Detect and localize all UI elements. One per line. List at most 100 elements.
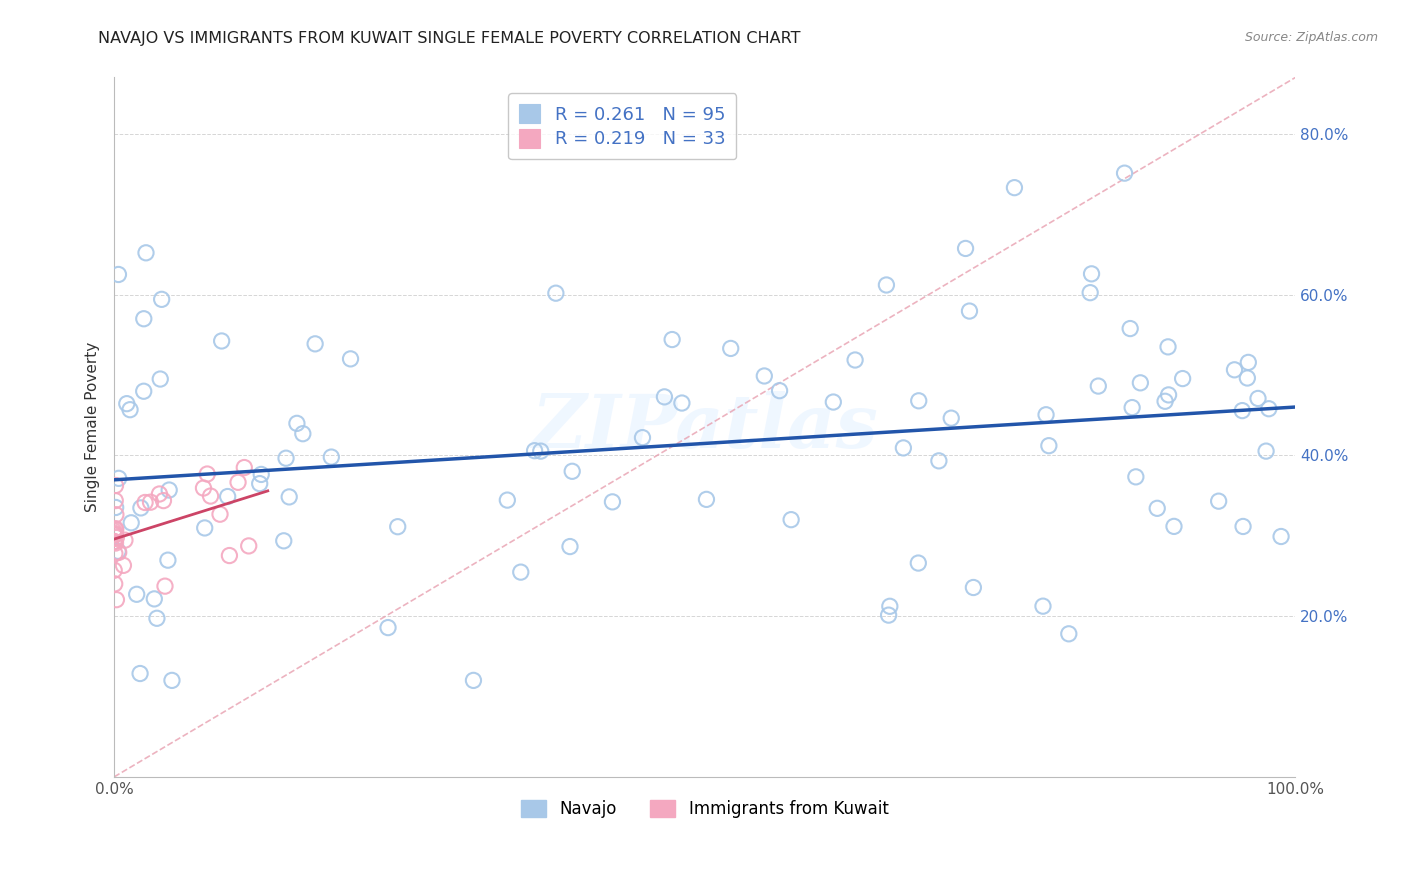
Point [103, 526, 125, 541]
Point [249, 476, 271, 491]
Text: NAVAJO VS IMMIGRANTS FROM KUWAIT SINGLE FEMALE POVERTY CORRELATION CHART: NAVAJO VS IMMIGRANTS FROM KUWAIT SINGLE … [98, 31, 801, 46]
Point [103, 563, 125, 577]
Point [107, 268, 129, 282]
Point [291, 426, 314, 441]
Point [1232, 519, 1254, 533]
Point [139, 495, 162, 509]
Point [238, 539, 260, 553]
Point [844, 353, 866, 368]
Point [107, 545, 129, 559]
Point [768, 384, 790, 398]
Point [129, 666, 152, 681]
Point [274, 451, 297, 466]
Point [1236, 371, 1258, 385]
Point [103, 524, 125, 538]
Point [194, 521, 217, 535]
Point [661, 333, 683, 347]
Point [104, 500, 127, 515]
Point [1078, 285, 1101, 300]
Point [1087, 379, 1109, 393]
Point [1038, 439, 1060, 453]
Point [1032, 599, 1054, 614]
Text: Source: ZipAtlas.com: Source: ZipAtlas.com [1244, 31, 1378, 45]
Point [962, 581, 984, 595]
Point [754, 368, 776, 383]
Point [523, 443, 546, 458]
Point [103, 528, 125, 542]
Point [1208, 494, 1230, 508]
Point [107, 544, 129, 558]
Point [211, 334, 233, 348]
Point [132, 311, 155, 326]
Point [509, 565, 531, 579]
Point [955, 242, 977, 256]
Point [107, 471, 129, 485]
Point [671, 396, 693, 410]
Point [104, 536, 127, 550]
Point [104, 508, 127, 522]
Point [1163, 519, 1185, 533]
Point [152, 493, 174, 508]
Point [1247, 392, 1270, 406]
Point [387, 519, 409, 533]
Point [195, 467, 218, 481]
Point [530, 444, 553, 458]
Point [654, 390, 676, 404]
Point [1129, 376, 1152, 390]
Point [780, 513, 803, 527]
Point [928, 454, 950, 468]
Point [304, 336, 326, 351]
Point [631, 431, 654, 445]
Point [544, 286, 567, 301]
Point [104, 523, 127, 537]
Point [558, 540, 581, 554]
Point [339, 351, 361, 366]
Point [104, 577, 127, 591]
Point [160, 673, 183, 688]
Point [135, 245, 157, 260]
Point [129, 500, 152, 515]
Point [907, 556, 929, 570]
Point [150, 293, 173, 307]
Point [103, 534, 125, 549]
Point [1254, 444, 1277, 458]
Point [233, 460, 256, 475]
Point [193, 481, 215, 495]
Point [1157, 340, 1180, 354]
Point [104, 522, 127, 536]
Point [1223, 363, 1246, 377]
Point [208, 507, 231, 521]
Text: ZIPatlas: ZIPatlas [531, 391, 879, 464]
Point [250, 467, 273, 482]
Point [217, 490, 239, 504]
Point [1004, 180, 1026, 194]
Legend: Navajo, Immigrants from Kuwait: Navajo, Immigrants from Kuwait [515, 793, 896, 824]
Point [1121, 401, 1143, 415]
Point [907, 393, 929, 408]
Point [1157, 388, 1180, 402]
Point [200, 489, 222, 503]
Point [377, 621, 399, 635]
Point [823, 395, 845, 409]
Point [879, 599, 901, 614]
Point [695, 492, 717, 507]
Point [1114, 166, 1136, 180]
Point [105, 531, 128, 545]
Point [143, 591, 166, 606]
Point [105, 592, 128, 607]
Point [278, 490, 301, 504]
Point [146, 611, 169, 625]
Point [1270, 529, 1292, 543]
Point [1232, 403, 1254, 417]
Point [273, 533, 295, 548]
Point [112, 558, 135, 573]
Point [153, 579, 176, 593]
Point [1035, 408, 1057, 422]
Point [1154, 394, 1177, 409]
Point [148, 487, 170, 501]
Point [1257, 401, 1279, 416]
Point [104, 478, 127, 492]
Point [156, 553, 179, 567]
Point [104, 493, 127, 508]
Point [149, 372, 172, 386]
